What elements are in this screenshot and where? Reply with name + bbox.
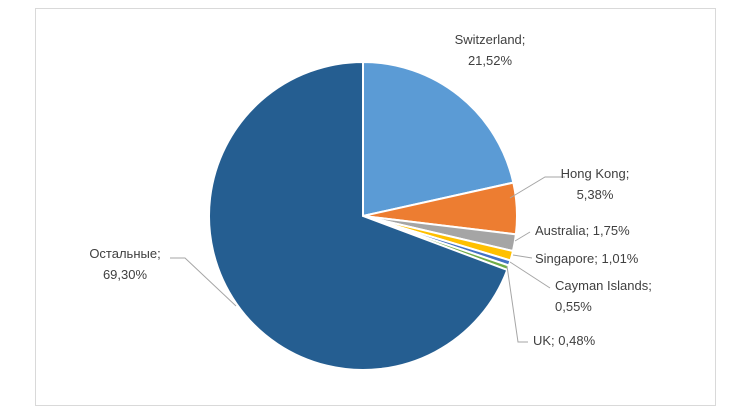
data-label: UK; 0,48% <box>533 333 596 348</box>
leader-line <box>514 231 531 242</box>
pie-slices <box>208 60 518 371</box>
data-label: Switzerland; 21,52% <box>455 32 526 68</box>
leader-line <box>509 261 551 289</box>
data-label-line: 69,30% <box>103 267 148 282</box>
data-label: Остальные; 69,30% <box>89 246 160 282</box>
leader-line <box>506 265 528 343</box>
data-label-line: 21,52% <box>468 53 513 68</box>
data-label-line: Australia; 1,75% <box>535 223 630 238</box>
data-label-line: Hong Kong; <box>561 166 630 181</box>
data-label-line: 5,38% <box>577 187 614 202</box>
leader-line <box>512 254 533 259</box>
data-label-line: Singapore; 1,01% <box>535 251 639 266</box>
leader-line <box>170 257 237 307</box>
data-label-line: Switzerland; <box>455 32 526 47</box>
data-label-line: Остальные; <box>89 246 160 261</box>
pie-slice-остальные <box>208 60 509 371</box>
data-label: Singapore; 1,01% <box>535 251 639 266</box>
data-label: Australia; 1,75% <box>535 223 630 238</box>
leader-line <box>509 176 565 199</box>
data-label: Cayman Islands; 0,55% <box>555 278 652 314</box>
data-label: Hong Kong; 5,38% <box>561 166 630 202</box>
pie-slice-switzerland <box>362 60 515 218</box>
data-label-line: Cayman Islands; <box>555 278 652 293</box>
data-label-line: 0,55% <box>555 299 592 314</box>
data-label-line: UK; 0,48% <box>533 333 596 348</box>
